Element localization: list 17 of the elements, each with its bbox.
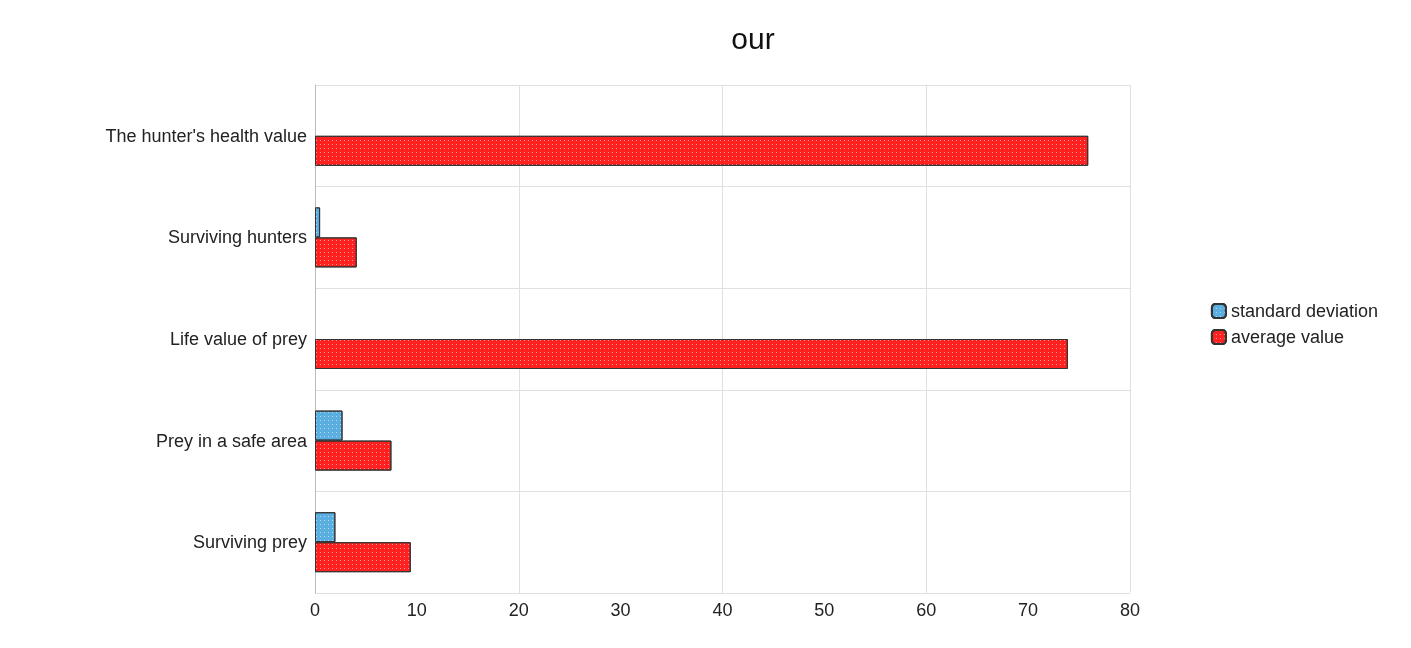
x-tick-label: 60 [916,600,937,620]
y-tick-label: Prey in a safe area [155,430,308,451]
y-tick-label: Life value of prey [169,329,307,349]
legend-label: standard deviation [1230,301,1379,321]
chart-title: our [731,21,775,55]
y-tick-label: Surviving prey [192,532,307,553]
x-tick-label: 10 [406,600,427,620]
x-tick-label: 50 [814,600,835,620]
x-tick-label: 80 [1119,600,1141,620]
x-tick-label: 0 [309,600,321,620]
legend-label: average value [1230,327,1344,347]
x-tick-label: 20 [508,600,529,620]
x-tick-label: 40 [712,600,733,620]
y-tick-label: Surviving hunters [167,227,307,248]
y-tick-label: The hunter's health value [105,125,307,146]
x-tick-label: 70 [1018,600,1039,620]
x-tick-label: 30 [610,600,631,620]
